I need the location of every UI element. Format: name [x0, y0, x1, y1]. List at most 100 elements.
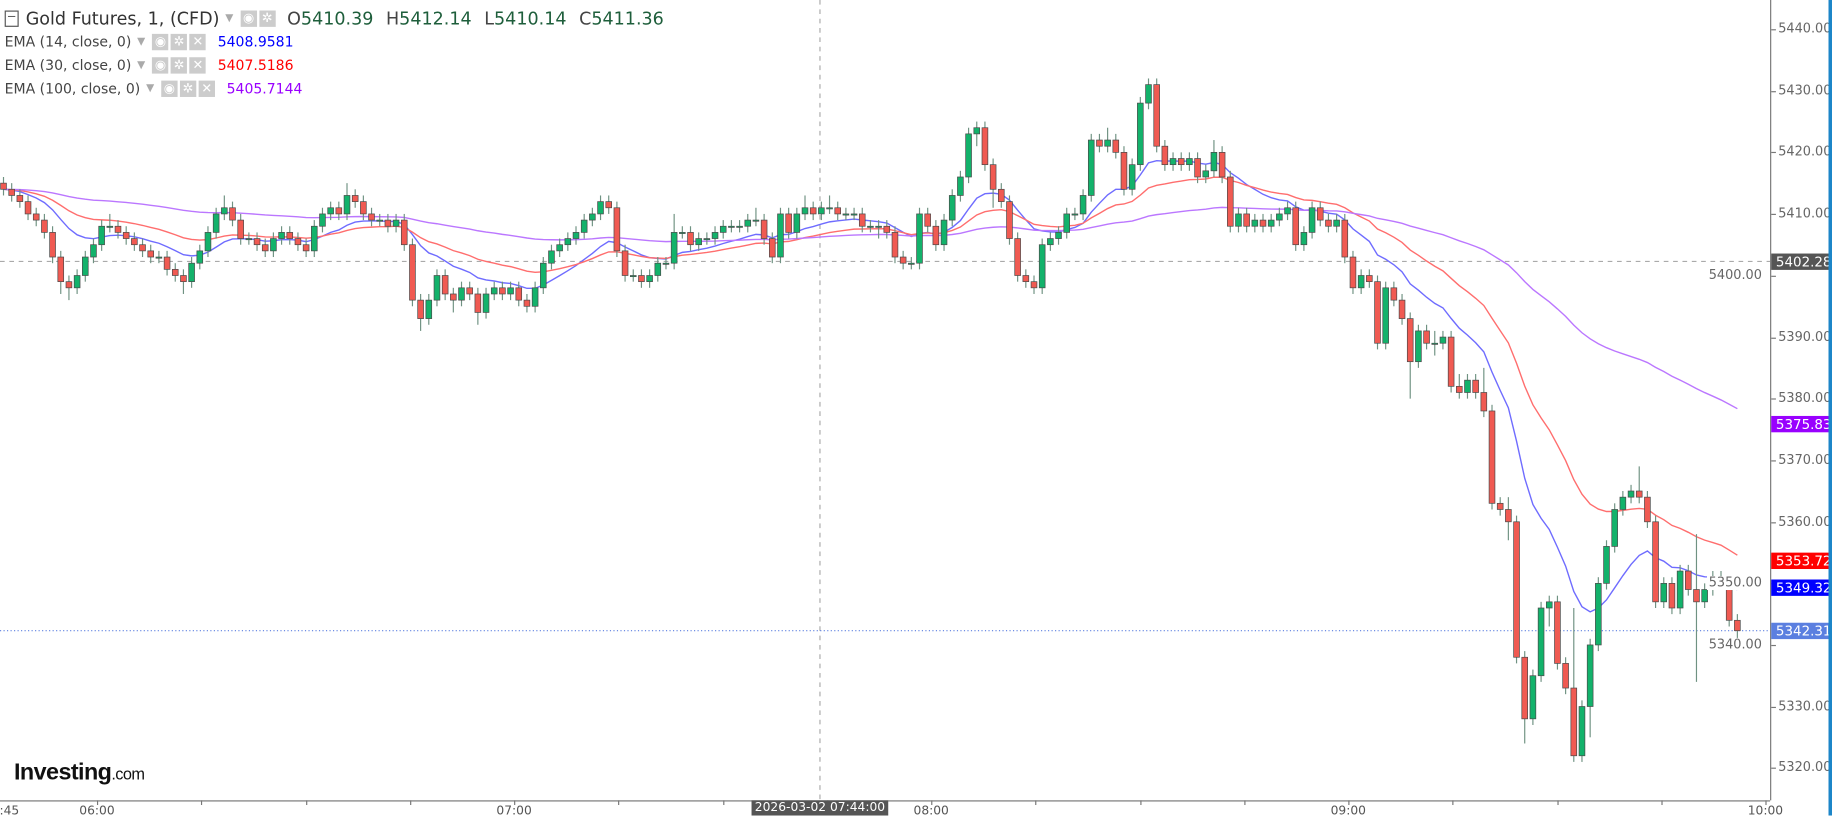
candle-up [736, 225, 743, 228]
price-axis-line[interactable] [1770, 0, 1772, 801]
candle-down [687, 232, 694, 246]
candle-up [1210, 152, 1218, 172]
logo-main: Investing [14, 759, 112, 786]
price-tick-label: 5410.00 [1778, 205, 1832, 221]
candle-down [450, 293, 457, 301]
chevron-down-icon[interactable]: ▼ [146, 82, 155, 95]
candle-down [171, 268, 179, 276]
candle-down [131, 238, 138, 246]
crosshair-price-label: 5402.28 [1771, 253, 1831, 270]
eye-icon[interactable]: ◉ [152, 33, 169, 51]
ema-value: 5405.7144 [226, 80, 303, 97]
candle-up [1137, 102, 1144, 166]
candle-down [1635, 490, 1643, 498]
time-tick-label: 07:00 [496, 803, 532, 818]
eye-icon[interactable]: ◉ [240, 10, 257, 27]
candle-up [1202, 170, 1210, 178]
price-label: 5342.31 [1771, 622, 1831, 639]
ema-name[interactable]: EMA (14, close, 0) [4, 33, 132, 51]
candle-up [948, 195, 956, 221]
candle-down [1316, 207, 1324, 221]
candle-up [564, 238, 572, 246]
candle-up [90, 244, 97, 258]
gear-icon[interactable]: ✲ [170, 57, 188, 74]
close-label: C [579, 8, 592, 30]
candle-up [875, 225, 882, 228]
candle-down [760, 219, 768, 239]
time-tick [96, 800, 99, 806]
candle-down [1693, 589, 1700, 603]
candle-up [98, 225, 105, 246]
candle-up [1660, 583, 1668, 603]
price-tick-label: 5350.00 [1706, 576, 1765, 591]
close-icon[interactable]: ✕ [189, 57, 207, 74]
candle-up [1284, 207, 1291, 215]
chevron-down-icon[interactable]: ▼ [137, 59, 146, 72]
time-tick-label: 09:00 [1330, 803, 1366, 818]
collapse-icon[interactable]: − [4, 10, 19, 27]
high-value: 5412.14 [399, 8, 472, 30]
price-tick [1771, 768, 1776, 770]
candle-up [556, 244, 563, 252]
time-minor-tick [618, 800, 620, 806]
time-minor-tick [1244, 800, 1246, 806]
ema-name[interactable]: EMA (30, close, 0) [4, 57, 132, 74]
gear-icon[interactable]: ✲ [170, 33, 188, 51]
eye-icon[interactable]: ◉ [161, 80, 178, 97]
instrument-title[interactable]: Gold Futures, 1, (CFD) [25, 8, 220, 30]
candle-down [368, 213, 375, 221]
candle-down [122, 232, 130, 239]
price-label: 5353.72 [1771, 552, 1831, 569]
gear-icon[interactable]: ✲ [259, 10, 276, 27]
price-tick [1771, 152, 1776, 154]
close-icon[interactable]: ✕ [189, 33, 207, 51]
time-minor-tick [1035, 800, 1037, 806]
candle-up [1128, 164, 1136, 190]
candle-up [311, 225, 318, 252]
candle-up [1603, 546, 1610, 584]
candle-down [932, 225, 940, 246]
candle-up [212, 213, 220, 233]
time-minor-tick [1452, 800, 1454, 806]
time-minor-tick [409, 800, 411, 806]
candle-up [589, 213, 596, 221]
candle-up [940, 219, 948, 246]
candle-down [858, 213, 866, 227]
chevron-down-icon[interactable]: ▼ [225, 12, 234, 25]
price-tick [1771, 337, 1776, 339]
candle-up [1079, 195, 1087, 215]
candle-down [1366, 275, 1373, 283]
price-tick [1771, 644, 1776, 647]
candle-up [752, 219, 760, 222]
ema-name[interactable]: EMA (100, close, 0) [4, 80, 141, 97]
price-plot[interactable] [0, 0, 1771, 801]
close-icon[interactable]: ✕ [198, 80, 215, 97]
gear-icon[interactable]: ✲ [179, 80, 197, 97]
candle-up [433, 275, 441, 301]
candle-up [842, 213, 850, 216]
price-tick [1771, 275, 1776, 277]
candle-down [1488, 410, 1496, 504]
candle-up [818, 207, 825, 215]
chevron-down-icon[interactable]: ▼ [137, 36, 146, 48]
candle-up [531, 287, 539, 307]
price-tick [1771, 213, 1776, 216]
candle-up [1055, 232, 1062, 239]
eye-icon[interactable]: ◉ [152, 57, 169, 74]
candle-up [245, 238, 253, 241]
candle-down [891, 232, 899, 258]
candle-down [981, 127, 989, 166]
candle-down [360, 201, 367, 215]
candle-up [1586, 644, 1594, 707]
candle-up [1382, 287, 1389, 344]
candle-up [106, 225, 114, 228]
candle-up [646, 275, 653, 283]
candle-down [474, 293, 482, 313]
candle-up [1276, 213, 1283, 221]
candle-down [1513, 521, 1520, 658]
candle-down [809, 207, 817, 215]
candle-down [1447, 336, 1455, 387]
candle-down [1496, 502, 1504, 510]
legend-ema-100: EMA (100, close, 0) ▼ ◉ ✲ ✕ 5405.7144 [5, 77, 671, 100]
candle-down [1349, 256, 1357, 289]
